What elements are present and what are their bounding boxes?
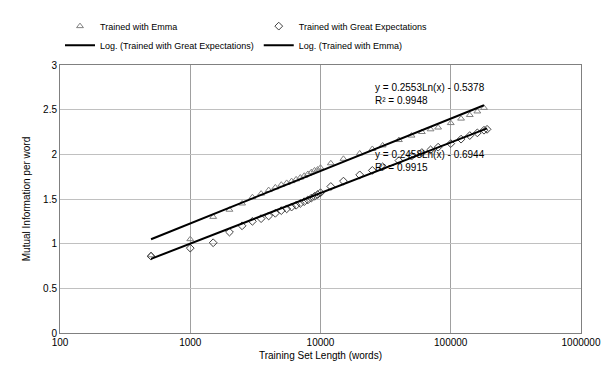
- svg-text:y = 0.2553Ln(x) - 0.5378R² = 0: y = 0.2553Ln(x) - 0.5378R² = 0.9948: [375, 82, 485, 106]
- svg-text:0: 0: [51, 328, 57, 339]
- svg-text:1000000: 1000000: [562, 337, 601, 348]
- svg-text:Trained with Emma: Trained with Emma: [100, 22, 177, 32]
- svg-text:Log. (Trained with Great Expec: Log. (Trained with Great Expectations): [100, 41, 254, 51]
- svg-text:2: 2: [51, 149, 57, 160]
- svg-text:Mutual Information per word: Mutual Information per word: [21, 137, 32, 262]
- svg-text:2.5: 2.5: [43, 104, 57, 115]
- svg-text:100: 100: [52, 337, 69, 348]
- svg-text:Log. (Trained with Emma): Log. (Trained with Emma): [299, 41, 402, 51]
- svg-text:Training Set Length (words): Training Set Length (words): [259, 350, 382, 361]
- svg-text:1000: 1000: [179, 337, 202, 348]
- svg-text:10000: 10000: [307, 337, 335, 348]
- svg-text:1.5: 1.5: [43, 194, 57, 205]
- svg-text:100000: 100000: [434, 337, 468, 348]
- svg-text:Trained with Great Expectation: Trained with Great Expectations: [299, 22, 427, 32]
- svg-text:0.5: 0.5: [43, 283, 57, 294]
- svg-text:1: 1: [51, 238, 57, 249]
- svg-text:3: 3: [51, 60, 57, 71]
- svg-text:y = 0.2458Ln(x) - 0.6944R² = 0: y = 0.2458Ln(x) - 0.6944R² = 0.9915: [375, 149, 485, 173]
